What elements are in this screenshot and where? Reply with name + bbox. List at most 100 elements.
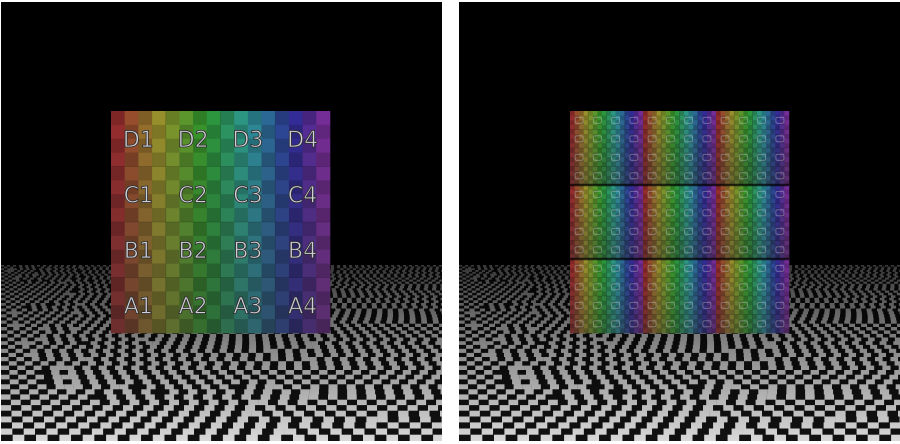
tile-glyph — [574, 209, 584, 217]
tile-glyph — [629, 320, 639, 328]
tile-glyph — [720, 246, 730, 254]
tile-label: A3 — [233, 294, 262, 319]
tile-glyph — [775, 301, 785, 309]
tile-glyph — [720, 227, 730, 235]
tile-glyph — [592, 246, 602, 254]
tile-glyph — [592, 190, 602, 198]
tile-glyph — [775, 209, 785, 217]
tile-glyph — [738, 116, 748, 124]
tile-glyph — [574, 301, 584, 309]
tile-glyph — [684, 264, 694, 272]
tile-glyph — [629, 246, 639, 254]
tile-glyph — [775, 283, 785, 291]
tile-glyph — [665, 301, 675, 309]
tile-glyph — [738, 172, 748, 180]
tile-label: C4 — [288, 183, 317, 208]
tile-glyph — [684, 320, 694, 328]
tile-glyph — [665, 172, 675, 180]
tile-glyph — [574, 172, 584, 180]
tile-glyph — [720, 209, 730, 217]
tile-glyph — [629, 283, 639, 291]
tile-glyph — [702, 264, 712, 272]
tile-glyph — [757, 246, 767, 254]
tile-glyph — [720, 283, 730, 291]
tile-glyph — [757, 227, 767, 235]
tile-glyph — [647, 135, 657, 143]
tile-glyph — [738, 227, 748, 235]
tile-glyph — [720, 264, 730, 272]
tile-glyph — [611, 246, 621, 254]
tile-glyph — [665, 320, 675, 328]
tile-label: B3 — [233, 239, 262, 264]
tile-glyph — [665, 283, 675, 291]
tile-glyph — [775, 227, 785, 235]
tile-glyph — [629, 153, 639, 161]
tile-glyph — [684, 283, 694, 291]
tile-glyph — [738, 283, 748, 291]
tile-glyph — [611, 116, 621, 124]
tile-glyph — [611, 227, 621, 235]
tile-glyph — [702, 209, 712, 217]
tile-label: C2 — [178, 183, 207, 208]
tile-glyph — [611, 283, 621, 291]
tile-glyph — [665, 135, 675, 143]
tile-glyph — [574, 135, 584, 143]
tile-glyph — [757, 209, 767, 217]
tile-glyph — [702, 172, 712, 180]
scene-right — [459, 2, 900, 441]
tile-glyph — [592, 135, 602, 143]
tile-glyph — [574, 320, 584, 328]
tile-glyph — [775, 320, 785, 328]
tile-glyph — [684, 301, 694, 309]
tile-glyph — [592, 301, 602, 309]
tile-glyph — [738, 320, 748, 328]
tile-glyph — [684, 227, 694, 235]
tile-label: C1 — [124, 183, 153, 208]
tile-glyph — [665, 246, 675, 254]
tile-glyph — [720, 320, 730, 328]
tile-label: B1 — [124, 239, 153, 264]
tile-label: D2 — [178, 128, 209, 153]
tile-glyph — [574, 190, 584, 198]
tile-glyph — [738, 153, 748, 161]
tile-glyph — [592, 116, 602, 124]
tile-glyph — [647, 116, 657, 124]
tile-glyph — [684, 246, 694, 254]
tile-glyph — [592, 209, 602, 217]
tile-glyph — [611, 172, 621, 180]
tile-glyph — [592, 283, 602, 291]
tile-glyph — [738, 246, 748, 254]
tile-glyph — [629, 116, 639, 124]
tile-glyph — [775, 116, 785, 124]
tile-glyph — [702, 320, 712, 328]
tile-glyph — [611, 209, 621, 217]
tile-glyph — [702, 283, 712, 291]
tile-glyph — [720, 172, 730, 180]
tile-glyph — [684, 135, 694, 143]
tile-glyph — [665, 116, 675, 124]
tile-glyph — [775, 246, 785, 254]
tile-glyph — [629, 301, 639, 309]
tile-label: B2 — [179, 239, 208, 264]
tile-glyph — [738, 301, 748, 309]
tile-glyph — [757, 135, 767, 143]
tile-glyph — [592, 320, 602, 328]
tile-glyph — [738, 135, 748, 143]
tile-glyph — [702, 227, 712, 235]
tile-glyph — [720, 301, 730, 309]
textured-quad — [570, 111, 790, 334]
tile-glyph — [775, 135, 785, 143]
tile-glyph — [647, 264, 657, 272]
tile-glyph — [574, 116, 584, 124]
tile-label: B4 — [288, 239, 317, 264]
tile-glyph — [757, 172, 767, 180]
tile-glyph — [647, 209, 657, 217]
tile-glyph — [611, 264, 621, 272]
tile-glyph — [592, 264, 602, 272]
tile-glyph — [702, 301, 712, 309]
tile-glyph — [702, 116, 712, 124]
tile-glyph — [611, 190, 621, 198]
tile-glyph — [757, 190, 767, 198]
tile-glyph — [757, 320, 767, 328]
tile-glyph — [611, 320, 621, 328]
